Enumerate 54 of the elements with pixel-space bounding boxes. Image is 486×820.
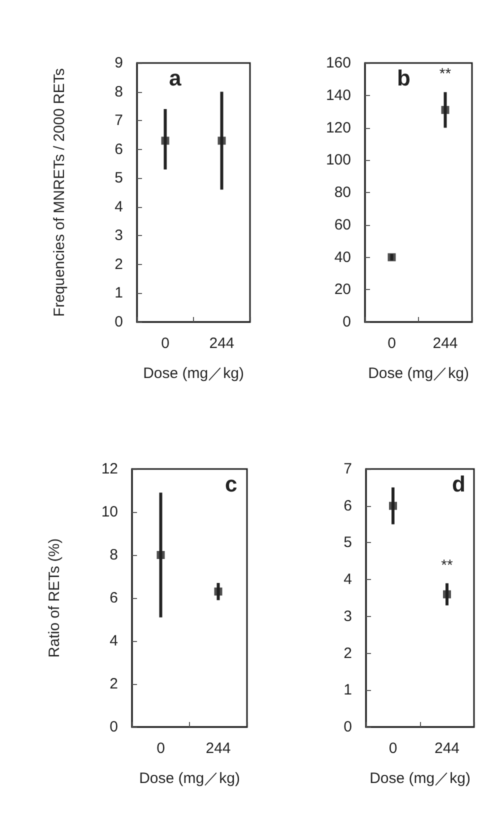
y-tick-label: 9 <box>114 54 123 72</box>
y-tick-label: 4 <box>110 632 118 650</box>
x-tick-label: 0 <box>388 335 396 352</box>
y-axis-title: Ratio of RETs (%) <box>46 538 63 658</box>
y-tick-label: 40 <box>334 248 351 266</box>
x-axis-title: Dose (mg／kg) <box>370 770 470 787</box>
annotation: a <box>169 66 182 90</box>
annotation: d <box>452 472 466 496</box>
y-tick-label: 20 <box>334 281 351 298</box>
y-tick-label: 1 <box>114 284 123 302</box>
x-axis-title: Dose (mg／kg) <box>368 365 469 382</box>
y-tick-label: 6 <box>344 497 352 514</box>
y-tick-label: 8 <box>114 83 123 100</box>
y-tick-label: 6 <box>114 140 123 158</box>
y-tick-label: 0 <box>342 314 351 330</box>
y-tick-label: 7 <box>344 460 352 478</box>
y-tick-label: 1 <box>344 682 352 699</box>
y-tick-label: 8 <box>110 546 118 564</box>
x-tick-label: 244 <box>206 740 231 757</box>
x-axis-title: Dose (mg／kg) <box>143 365 244 382</box>
y-tick-label: 120 <box>326 119 351 136</box>
x-tick-label: 244 <box>209 335 234 352</box>
annotation: c <box>225 472 238 496</box>
annotation: ** <box>439 66 452 83</box>
y-tick-label: 100 <box>326 152 351 169</box>
y-axis-title: Frequencies of MNRETs / 2000 RETs <box>51 68 68 317</box>
x-tick-label: 0 <box>388 740 398 757</box>
y-tick-label: 2 <box>110 676 118 692</box>
y-tick-label: 60 <box>334 216 351 234</box>
x-tick-label: 244 <box>432 335 458 352</box>
y-tick-label: 0 <box>344 718 352 736</box>
y-tick-label: 5 <box>114 170 123 187</box>
y-tick-label: 0 <box>110 718 118 736</box>
y-tick-label: 10 <box>101 504 118 520</box>
y-tick-label: 3 <box>114 227 123 244</box>
y-tick-label: 6 <box>110 590 118 606</box>
annotation: ** <box>441 556 453 574</box>
y-tick-label: 4 <box>344 571 352 588</box>
y-tick-label: 4 <box>114 198 123 216</box>
annotation: b <box>397 66 410 90</box>
y-tick-label: 0 <box>114 314 123 330</box>
x-axis-title: Dose (mg／kg) <box>139 770 240 787</box>
y-tick-label: 2 <box>114 256 123 273</box>
y-tick-label: 80 <box>334 184 351 201</box>
y-tick-label: 12 <box>101 460 118 478</box>
y-tick-label: 160 <box>326 54 351 72</box>
y-tick-label: 2 <box>344 644 352 662</box>
y-tick-label: 140 <box>326 86 351 104</box>
y-tick-label: 7 <box>114 112 123 130</box>
x-tick-label: 0 <box>156 740 165 757</box>
y-tick-label: 3 <box>344 608 352 625</box>
x-tick-label: 0 <box>161 335 170 352</box>
y-tick-label: 5 <box>344 534 352 552</box>
x-tick-label: 244 <box>434 740 460 757</box>
